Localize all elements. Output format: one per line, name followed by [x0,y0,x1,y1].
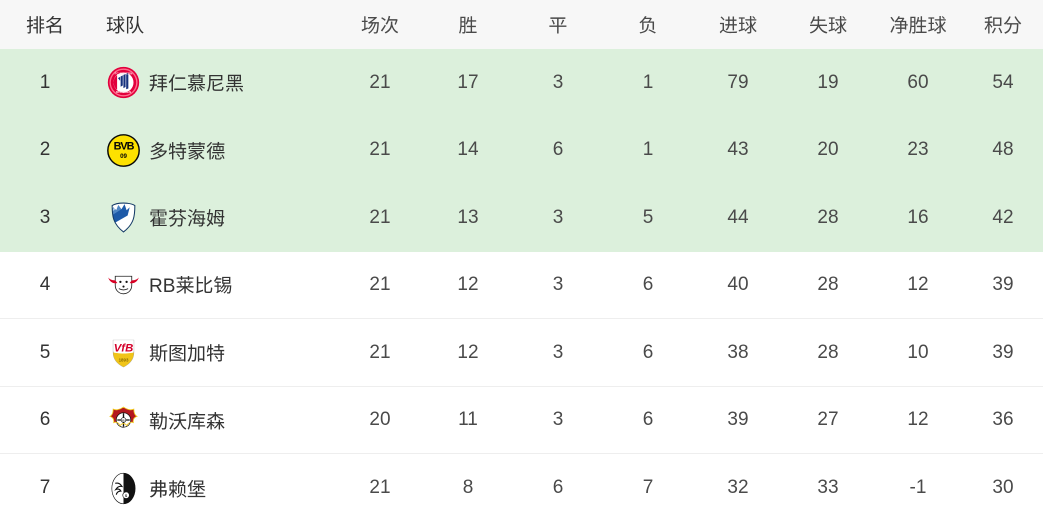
svg-text:BVB: BVB [114,140,135,152]
svg-text:09: 09 [120,153,127,160]
svg-text:MÜNCHEN: MÜNCHEN [116,89,131,94]
svg-text:1893: 1893 [119,357,129,362]
svg-text:FC BAYERN: FC BAYERN [115,72,133,76]
svg-text:VfB: VfB [114,343,134,355]
